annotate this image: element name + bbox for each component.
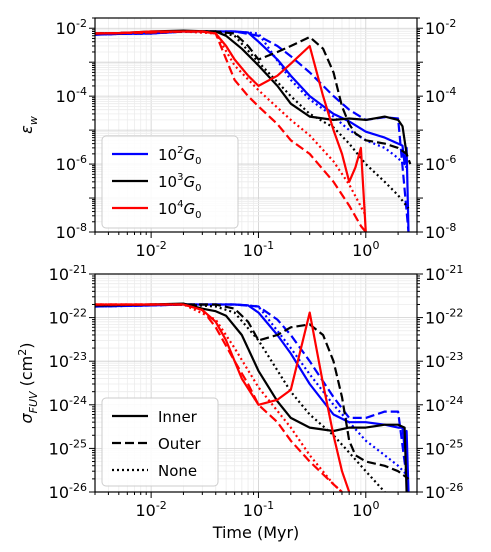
y-tick-label-left: 10-22 — [49, 307, 87, 328]
y-tick-label-left: 10-26 — [49, 481, 87, 502]
series-line-outer — [95, 30, 367, 232]
series-group — [95, 29, 412, 232]
y-tick-label-right: 10-6 — [425, 153, 456, 174]
y-axis-label: σFUV (cm2) — [16, 342, 40, 423]
series-group — [95, 302, 410, 492]
series-line-none — [95, 303, 408, 476]
y-tick-group: 10-8 10-8 10-6 10-6 10-4 10-4 10-2 10-2 — [56, 17, 457, 242]
x-tick-label: 100 — [352, 499, 379, 520]
legend-label: None — [158, 462, 197, 480]
legend-box — [101, 397, 219, 487]
series-line-none — [95, 30, 367, 217]
plot-frame — [94, 273, 418, 493]
series-line-outer — [95, 303, 343, 492]
y-tick-label-left: 10-25 — [49, 437, 87, 458]
legend-label: Outer — [158, 435, 201, 453]
y-axis-label: εw — [17, 116, 40, 134]
y-tick-label-left: 10-6 — [56, 153, 87, 174]
legend: 102G0 103G0 104G0 — [101, 135, 239, 229]
y-tick-label-right: 10-22 — [425, 307, 463, 328]
series-line-none — [95, 30, 410, 209]
plot-frame — [94, 17, 418, 233]
y-tick-label-left: 10-24 — [49, 394, 87, 415]
y-tick-label-right: 10-2 — [425, 17, 456, 38]
x-tick-label: 10-2 — [135, 239, 166, 260]
y-tick-label-right: 10-8 — [425, 221, 456, 242]
series-line-none — [95, 303, 343, 492]
legend-label: 104G0 — [158, 199, 201, 221]
x-tick-label: 10-2 — [135, 499, 166, 520]
y-tick-label-left: 10-8 — [56, 221, 87, 242]
y-tick-label-right: 10-25 — [425, 437, 463, 458]
series-line-outer — [95, 30, 412, 165]
legend-label: Inner — [158, 408, 198, 426]
legend-label: 102G0 — [158, 145, 201, 167]
x-tick-group: 10-2 10-1 100 — [94, 232, 418, 260]
x-tick-label: 100 — [352, 239, 379, 260]
series-line-none — [95, 303, 386, 492]
x-tick-label: 10-1 — [243, 499, 274, 520]
y-tick-group: 10-26 10-26 10-25 10-25 10-24 10-24 10-23 10-23… — [49, 263, 464, 502]
x-axis-label: Time (Myr) — [212, 523, 300, 542]
y-tick-label-left: 10-21 — [49, 263, 87, 284]
y-tick-label-right: 10-23 — [425, 350, 463, 371]
x-tick-group: 10-2 10-1 100 — [94, 492, 418, 520]
y-tick-label-right: 10-26 — [425, 481, 463, 502]
series-line-outer — [95, 303, 410, 480]
y-tick-label-right: 10-4 — [425, 85, 456, 106]
y-tick-label-right: 10-21 — [425, 263, 463, 284]
y-tick-label-right: 10-24 — [425, 394, 463, 415]
legend-box — [101, 135, 239, 229]
y-tick-label-left: 10-23 — [49, 350, 87, 371]
y-tick-label-left: 10-2 — [56, 17, 87, 38]
legend: Inner Outer None — [101, 397, 219, 487]
series-line-inner — [95, 302, 408, 492]
legend-label: 103G0 — [158, 172, 201, 194]
x-tick-label: 10-1 — [243, 239, 274, 260]
y-tick-label-left: 10-4 — [56, 85, 87, 106]
